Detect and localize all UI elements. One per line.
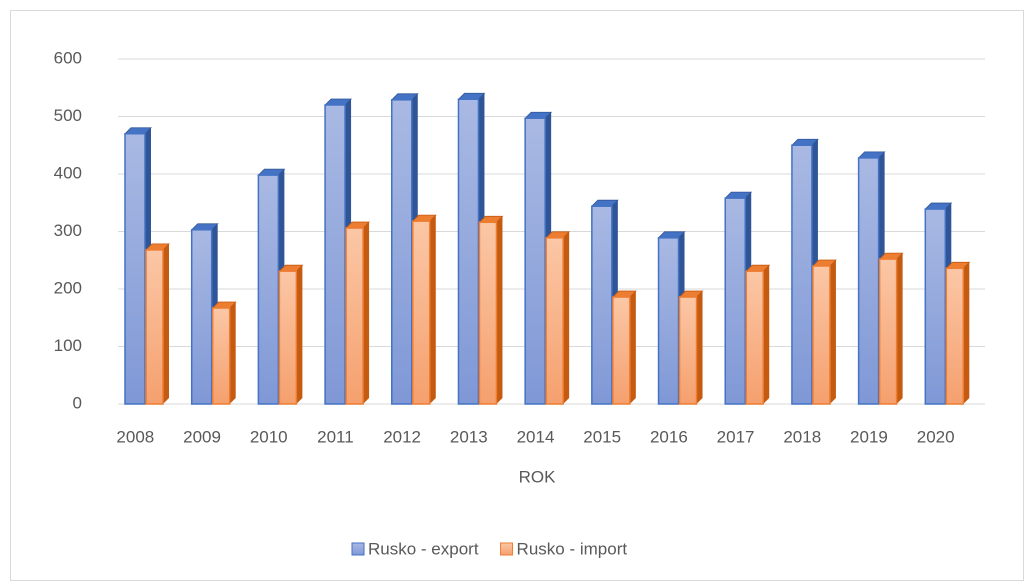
bar-side — [829, 260, 836, 404]
bar-side — [563, 231, 570, 404]
y-tick-label: 600 — [54, 48, 82, 67]
bar-side — [363, 222, 370, 404]
bar-side — [896, 253, 903, 404]
bar — [878, 258, 898, 405]
y-tick-label: 400 — [54, 163, 82, 182]
bar — [124, 133, 146, 405]
bar — [657, 237, 680, 405]
legend-label: Rusko - import — [517, 539, 628, 558]
x-tick-label: 2016 — [650, 427, 688, 446]
x-tick-label: 2019 — [850, 427, 888, 446]
bar — [857, 157, 880, 405]
bar — [745, 270, 764, 405]
bar — [457, 98, 480, 405]
legend-swatch — [351, 542, 365, 556]
legend-swatch — [500, 542, 514, 556]
bar-side — [429, 215, 436, 404]
bar — [190, 229, 213, 405]
bar-side — [696, 291, 703, 404]
bar — [724, 197, 746, 405]
bar — [211, 307, 231, 405]
bar — [545, 237, 564, 405]
x-tick-label: 2015 — [583, 427, 621, 446]
x-tick-label: 2013 — [450, 427, 488, 446]
x-tick-label: 2009 — [183, 427, 221, 446]
bar — [791, 144, 813, 405]
y-tick-label: 300 — [54, 221, 82, 240]
x-tick-label: 2011 — [317, 427, 354, 446]
bar-side — [763, 265, 770, 404]
legend-label: Rusko - export — [368, 539, 479, 558]
x-tick-label: 2012 — [383, 427, 421, 446]
bar — [524, 117, 546, 405]
bar — [478, 221, 498, 405]
bar — [945, 267, 965, 405]
bar — [812, 265, 831, 405]
x-axis-title: ROK — [519, 467, 557, 486]
bar — [278, 270, 298, 405]
bar — [412, 220, 431, 405]
x-tick-label: 2010 — [250, 427, 288, 446]
bar-side — [163, 243, 169, 404]
bar-side — [296, 265, 303, 404]
y-tick-label: 500 — [54, 106, 82, 125]
bar — [612, 296, 631, 405]
y-tick-label: 100 — [54, 336, 82, 355]
bar-side — [496, 216, 503, 404]
bar-side — [963, 262, 970, 404]
bar — [678, 296, 698, 405]
bar — [345, 227, 364, 405]
bar — [591, 205, 613, 405]
y-tick-label: 0 — [73, 393, 82, 412]
x-tick-label: 2014 — [517, 427, 555, 446]
bar — [924, 208, 947, 405]
x-tick-label: 2017 — [717, 427, 755, 446]
bar — [324, 104, 346, 405]
bar — [145, 249, 164, 405]
bar — [257, 174, 280, 405]
bar-side — [229, 301, 236, 404]
x-tick-label: 2020 — [917, 427, 955, 446]
x-tick-label: 2008 — [116, 427, 154, 446]
y-tick-label: 200 — [54, 278, 82, 297]
x-tick-label: 2018 — [783, 427, 821, 446]
bar-side — [629, 291, 636, 404]
bar — [391, 99, 413, 405]
